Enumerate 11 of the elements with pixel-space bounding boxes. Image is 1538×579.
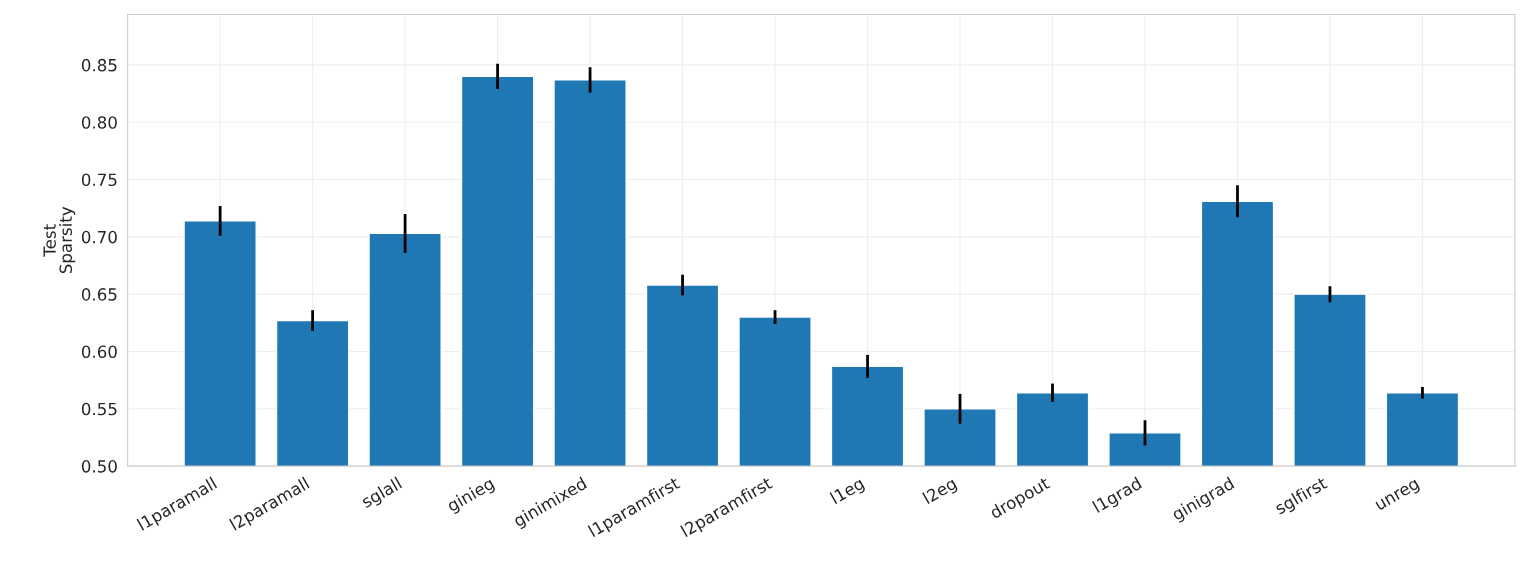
x-tick-label: l2eg xyxy=(922,476,959,508)
y-tick-label: 0.80 xyxy=(81,116,117,129)
y-tick-label: 0.60 xyxy=(81,345,117,359)
x-tick-label: l1eg xyxy=(829,476,867,508)
y-tick-label: 0.50 xyxy=(81,460,117,473)
y-tick-label: 0.75 xyxy=(81,173,117,187)
y-axis-title: Test Sparsity xyxy=(43,206,76,274)
y-tick-label: 0.65 xyxy=(81,288,117,301)
y-tick-label: 0.85 xyxy=(81,58,117,72)
y-tick-label: 0.55 xyxy=(81,402,117,416)
y-tick-label: 0.70 xyxy=(81,230,117,244)
